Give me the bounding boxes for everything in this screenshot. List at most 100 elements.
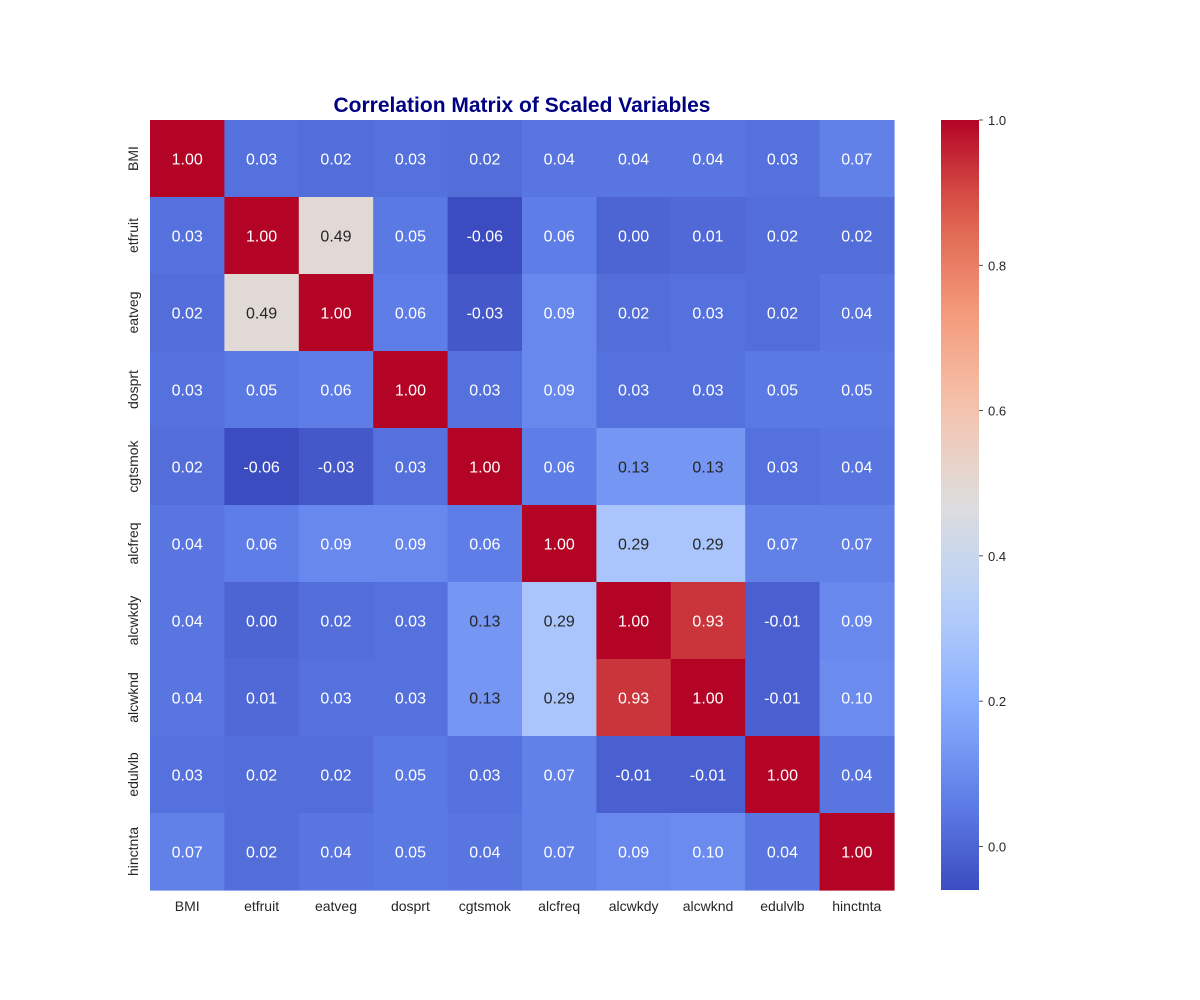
heatmap-cell-alcfreq-eatveg [298,505,374,583]
cell-value-label: 1.00 [395,383,426,400]
x-tick-label-hinctnta: hinctnta [832,898,881,914]
cell-value-label: 0.04 [172,614,203,631]
heatmap-cell-alcwknd-edulvlb [745,659,821,737]
cell-value-label: 1.00 [544,537,575,554]
cell-value-label: 0.10 [692,845,723,862]
colorbar-tick-label: 0.0 [988,839,1006,854]
heatmap-cell-bmi-bmi [150,120,225,198]
cell-value-label: -0.06 [243,460,280,477]
heatmap-cell-dosprt-cgtsmok [447,351,523,429]
cell-value-label: 0.04 [172,691,203,708]
heatmap-cell-alcwkdy-alcwkdy [596,582,672,660]
y-tick-label-bmi: BMI [125,146,141,171]
heatmap-cell-dosprt-alcfreq [522,351,597,429]
cell-value-label: 0.93 [618,691,649,708]
heatmap-cell-dosprt-hinctnta [819,351,895,429]
heatmap-cell-etfruit-alcwkdy [596,197,672,275]
cell-value-label: 0.03 [469,383,500,400]
cell-value-label: 1.00 [692,691,723,708]
heatmap-cell-alcfreq-edulvlb [745,505,821,583]
heatmap-cell-eatveg-alcwkdy [596,274,672,352]
y-tick-label-cgtsmok: cgtsmok [125,439,141,492]
heatmap-cell-edulvlb-alcwkdy [596,736,672,814]
heatmap-cell-edulvlb-alcfreq [522,736,597,814]
heatmap-cell-eatveg-edulvlb [745,274,821,352]
heatmap-cell-etfruit-edulvlb [745,197,821,275]
cell-value-label: 0.03 [172,383,203,400]
cell-value-label: 0.29 [544,614,575,631]
cell-value-label: 0.00 [246,614,277,631]
heatmap-cell-dosprt-etfruit [224,351,300,429]
heatmap-cell-alcfreq-hinctnta [819,505,895,583]
cell-value-label: 0.13 [618,460,649,477]
heatmap-cell-etfruit-eatveg [298,197,374,275]
cell-value-label: 0.07 [767,537,798,554]
heatmap-cell-etfruit-alcfreq [522,197,597,275]
cell-value-label: 0.00 [618,229,649,246]
cell-value-label: 1.00 [246,229,277,246]
heatmap-cell-hinctnta-dosprt [373,813,449,891]
heatmap-cell-alcwkdy-hinctnta [819,582,895,660]
cell-value-label: 0.03 [395,691,426,708]
cell-value-label: -0.01 [764,614,801,631]
heatmap-cell-alcwkdy-alcwknd [670,582,746,660]
heatmap-cell-edulvlb-alcwknd [670,736,746,814]
heatmap-cell-alcfreq-dosprt [373,505,449,583]
heatmap-cell-alcfreq-cgtsmok [447,505,523,583]
heatmap-cell-etfruit-cgtsmok [447,197,523,275]
heatmap-cell-hinctnta-eatveg [298,813,374,891]
x-tick-label-alcwknd: alcwknd [683,898,734,914]
cell-value-label: 0.04 [618,152,649,169]
cell-value-label: 0.03 [469,768,500,785]
y-tick-label-edulvlb: edulvlb [125,752,141,797]
heatmap-cell-dosprt-alcwkdy [596,351,672,429]
heatmap-cell-etfruit-etfruit [224,197,300,275]
cell-value-label: 0.03 [692,306,723,323]
cell-value-label: 0.29 [618,537,649,554]
heatmap-cell-edulvlb-cgtsmok [447,736,523,814]
heatmap-cell-hinctnta-etfruit [224,813,300,891]
cell-value-label: 0.04 [320,845,351,862]
cell-value-label: 0.03 [172,229,203,246]
heatmap-cell-alcwknd-cgtsmok [447,659,523,737]
heatmap-cell-alcwknd-etfruit [224,659,300,737]
heatmap-cell-cgtsmok-bmi [150,428,225,506]
cell-value-label: 0.04 [469,845,500,862]
heatmap-cell-eatveg-alcwknd [670,274,746,352]
colorbar [941,120,979,890]
cell-value-label: 0.05 [395,229,426,246]
cell-value-label: 1.00 [320,306,351,323]
cell-value-label: -0.01 [764,691,801,708]
cell-value-label: 0.07 [841,152,872,169]
heatmap-cell-alcwkdy-etfruit [224,582,300,660]
heatmap-cell-hinctnta-alcwknd [670,813,746,891]
cell-value-label: 0.04 [692,152,723,169]
cell-value-label: 1.00 [841,845,872,862]
heatmap-cell-alcwknd-dosprt [373,659,449,737]
cell-value-label: 0.29 [692,537,723,554]
heatmap-cell-alcwknd-bmi [150,659,225,737]
heatmap-cell-hinctnta-alcwkdy [596,813,672,891]
cell-value-label: 0.02 [841,229,872,246]
heatmap-cell-cgtsmok-eatveg [298,428,374,506]
y-tick-label-alcwkdy: alcwkdy [125,596,141,646]
cell-value-label: 0.01 [246,691,277,708]
y-tick-label-alcwknd: alcwknd [125,672,141,723]
x-tick-label-bmi: BMI [175,898,200,914]
heatmap-cell-eatveg-hinctnta [819,274,895,352]
x-tick-label-cgtsmok: cgtsmok [459,898,512,914]
heatmap-cell-cgtsmok-dosprt [373,428,449,506]
heatmap-cell-edulvlb-eatveg [298,736,374,814]
heatmap-cell-cgtsmok-hinctnta [819,428,895,506]
heatmap-cell-eatveg-alcfreq [522,274,597,352]
heatmap-cell-alcfreq-etfruit [224,505,300,583]
heatmap-cell-etfruit-bmi [150,197,225,275]
heatmap-cell-bmi-hinctnta [819,120,895,198]
heatmap-cell-etfruit-alcwknd [670,197,746,275]
heatmap-cell-alcwkdy-edulvlb [745,582,821,660]
heatmap-cell-bmi-etfruit [224,120,300,198]
heatmap-cell-hinctnta-hinctnta [819,813,895,891]
heatmap-cell-bmi-alcfreq [522,120,597,198]
cell-value-label: 0.06 [395,306,426,323]
